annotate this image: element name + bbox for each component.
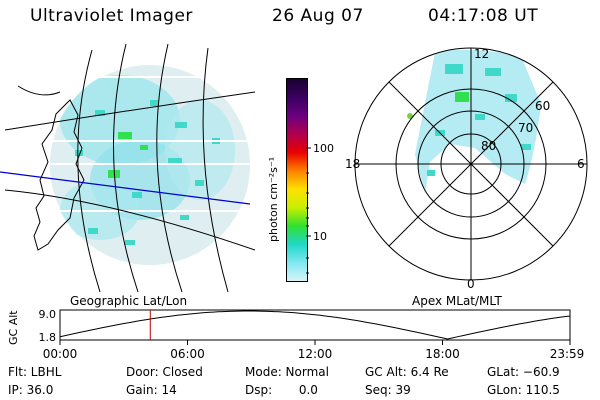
polar-mlat-mlt-panel: 12 18 6 0 60 70 80	[345, 47, 588, 291]
mlat-label-80: 80	[481, 139, 496, 153]
info-ip: IP: 36.0	[8, 383, 54, 397]
altitude-ylabel: GC Alt	[7, 310, 20, 345]
altitude-plot: GC Alt 9.0 1.8 00:00 06:00 12:00 18:00 2…	[7, 308, 585, 361]
mlt-label-18: 18	[345, 157, 360, 171]
mlt-label-0: 0	[467, 277, 475, 291]
xtick-0000: 00:00	[43, 347, 78, 361]
mlat-label-70: 70	[518, 121, 533, 135]
info-flt: Flt: LBHL	[8, 365, 62, 379]
mlat-label-60: 60	[535, 99, 550, 113]
polar-emission	[415, 49, 541, 194]
xtick-0600: 06:00	[170, 347, 205, 361]
terminator-line	[0, 171, 251, 205]
mlt-label-12: 12	[474, 47, 489, 61]
altitude-ytick-max: 9.0	[39, 308, 57, 321]
instrument-title: Ultraviolet Imager	[30, 6, 193, 26]
longitude-lines	[77, 43, 229, 292]
geographic-caption: Geographic Lat/Lon	[70, 294, 188, 308]
coastline	[33, 99, 85, 251]
xtick-1200: 12:00	[298, 347, 333, 361]
mlt-label-6: 6	[577, 157, 585, 171]
info-dsp: Dsp: 0.0	[245, 383, 318, 397]
info-glat: GLat: −60.9	[487, 365, 560, 379]
info-gc-alt: GC Alt: 6.4 Re	[365, 365, 449, 379]
info-door: Door: Closed	[126, 365, 203, 379]
altitude-xticks	[59, 340, 571, 345]
polar-caption: Apex MLat/MLT	[412, 294, 502, 308]
colorbar-tick-10: 10	[313, 230, 327, 243]
xtick-2359: 23:59	[550, 347, 585, 361]
observation-time: 04:17:08 UT	[428, 6, 539, 26]
altitude-curve	[59, 310, 571, 340]
emission-spot	[407, 113, 413, 119]
emission-speckle	[49, 75, 251, 245]
info-glon: GLon: 110.5	[487, 383, 560, 397]
observation-date: 26 Aug 07	[272, 6, 364, 26]
polar-grid	[354, 47, 588, 281]
info-gain: Gain: 14	[126, 383, 177, 397]
xtick-1800: 18:00	[425, 347, 460, 361]
info-mode: Mode: Normal	[245, 365, 329, 379]
colorbar	[286, 78, 308, 282]
colorbar-unit-text: photon cm⁻²s⁻¹	[267, 157, 280, 242]
info-seq: Seq: 39	[365, 383, 411, 397]
altitude-ytick-min: 1.8	[39, 331, 57, 344]
colorbar-unit-label: photon cm⁻²s⁻¹	[267, 157, 280, 242]
geographic-image-panel	[0, 43, 256, 292]
latitude-lines	[4, 85, 256, 251]
colorbar-axis: 100 10	[306, 142, 334, 274]
colorbar-tick-100: 100	[313, 142, 334, 155]
